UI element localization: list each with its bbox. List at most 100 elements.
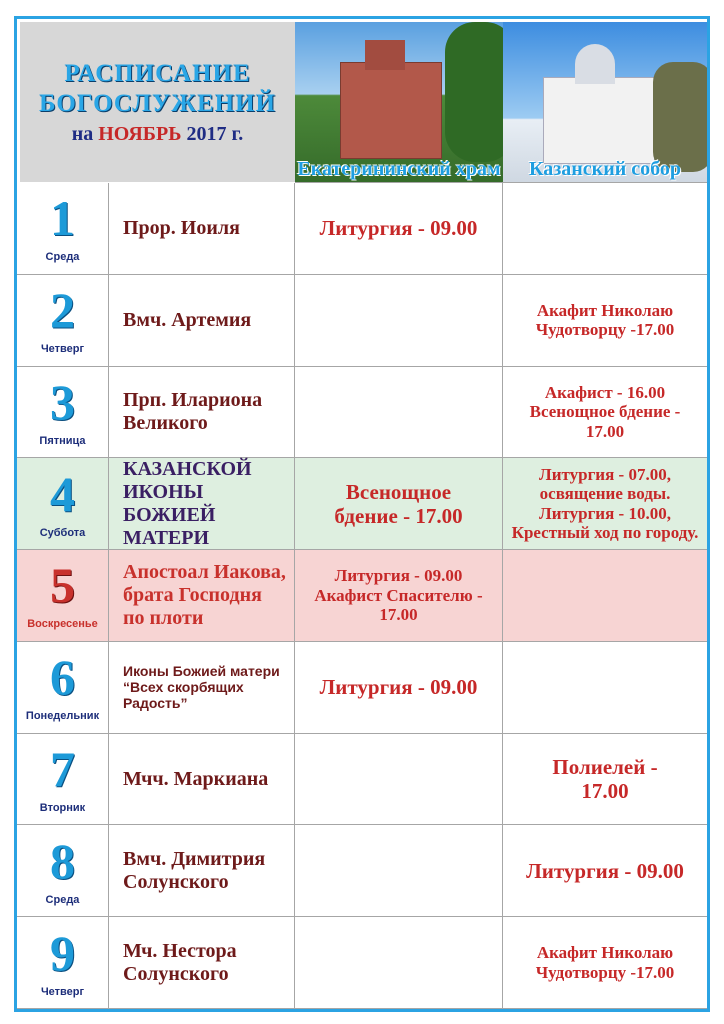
day-cell: 7 Вторник — [17, 733, 109, 826]
service-line: 17.00 — [379, 605, 418, 625]
service-line: Акафит Николаю — [536, 300, 674, 320]
subtitle: на НОЯБРЬ 2017 г. — [72, 123, 244, 146]
day-number: 3 — [50, 373, 75, 430]
service-line: Литургия - 09.00 — [319, 216, 478, 241]
service-cell: Всенощное бдение - 17.00 — [295, 458, 503, 551]
service-cell: Акафист - 16.00 Всенощное бдение -17.00 — [503, 367, 707, 459]
service-cell — [503, 183, 707, 275]
service-line: освящение воды. — [539, 484, 671, 504]
day-number: 6 — [50, 649, 75, 706]
saint-line: КАЗАНСКОЙ — [123, 457, 252, 480]
service-cell — [295, 917, 503, 1009]
saint-line: Солунского — [123, 870, 229, 893]
day-cell: 5 Воскресенье — [17, 550, 109, 642]
saint-cell: Вмч. Димитрия Солунского — [109, 825, 295, 918]
service-cell: Литургия - 09.00 — [503, 825, 707, 918]
church-building — [340, 62, 442, 159]
weekday: Среда — [45, 893, 80, 906]
service-cell: Литургия - 09.00 — [295, 641, 503, 734]
service-line: Литургия - 09.00 — [319, 675, 478, 700]
day-number: 1 — [50, 190, 75, 247]
church-tower — [365, 40, 405, 70]
service-cell — [503, 642, 707, 734]
weekday: Вторник — [39, 802, 86, 815]
day-number: 2 — [50, 282, 75, 339]
service-cell: Литургия - 09.00 Акафист Спасителю -17.00 — [295, 550, 503, 642]
saint-line: Вмч. Димитрия — [123, 847, 266, 870]
saint-cell: Мчч. Маркиана — [109, 733, 295, 826]
weekday: Воскресенье — [27, 618, 98, 631]
saint-line: Мч. Нестора — [123, 939, 237, 962]
day-cell: 1 Среда — [17, 183, 109, 275]
service-line: Крестный ход по городу. — [511, 523, 699, 543]
year: 2017 г. — [186, 122, 244, 145]
tree — [653, 62, 707, 172]
day-cell: 3 Пятница — [17, 366, 109, 459]
saint-line: Мчч. Маркиана — [123, 767, 269, 790]
saint-line: Вмч. Артемия — [123, 308, 252, 331]
service-line: Литургия - 09.00 — [334, 566, 463, 586]
weekday: Среда — [45, 251, 80, 264]
day-number: 5 — [50, 557, 75, 614]
subtitle-prefix: на — [71, 122, 94, 145]
weekday: Понедельник — [25, 710, 100, 723]
church-photo: Екатерининский храм — [295, 22, 503, 183]
service-cell — [295, 366, 503, 459]
day-cell: 2 Четверг — [17, 274, 109, 367]
saint-cell: Вмч. Артемия — [109, 274, 295, 367]
saint-line: Прор. Иоиля — [123, 216, 240, 239]
service-cell: Литургия - 09.00 — [295, 183, 503, 275]
service-line: Акафист Спасителю - — [314, 585, 483, 605]
saint-line: Прп. Илариона — [123, 388, 263, 411]
day-cell: 9 Четверг — [17, 917, 109, 1009]
saint-line: ИКОНЫ БОЖИЕЙ — [123, 480, 216, 526]
column-header: Екатерининский храм — [297, 158, 501, 180]
cathedral-building — [543, 77, 655, 164]
saint-line: МАТЕРИ — [123, 526, 210, 549]
service-line: Литургия - 09.00 — [526, 858, 684, 883]
saint-line: Солунского — [123, 962, 229, 985]
service-line: Полиелей - — [552, 754, 658, 779]
service-line: бдение - 17.00 — [334, 503, 463, 528]
day-number: 4 — [50, 465, 75, 522]
day-cell: 4 Суббота — [17, 458, 109, 551]
tree — [445, 22, 503, 162]
day-cell: 6 Понедельник — [17, 641, 109, 734]
schedule-table: РАСПИСАНИЕ БОГОСЛУЖЕНИЙ на НОЯБРЬ 2017 г… — [14, 16, 710, 1012]
day-cell: 8 Среда — [17, 825, 109, 918]
service-cell — [295, 274, 503, 367]
service-line: Всенощное — [345, 479, 452, 504]
saint-line: Великого — [123, 411, 208, 434]
cathedral-photo: Казанский собор — [503, 22, 707, 183]
saint-line: Апостоал Иакова, — [123, 560, 286, 583]
saint-cell: Мч. Нестора Солунского — [109, 917, 295, 1009]
saint-line: по плоти — [123, 606, 204, 629]
service-line: Акафит Николаю — [536, 943, 674, 963]
title: БОГОСЛУЖЕНИЙ — [39, 89, 276, 117]
service-line: Литургия - 07.00, — [539, 464, 671, 484]
saint-line: “Всех скорбящих — [123, 679, 244, 696]
title: РАСПИСАНИЕ — [64, 59, 251, 87]
service-line: Литургия - 10.00, — [539, 503, 671, 523]
saint-cell: Апостоал Иакова, брата Господня по плоти — [109, 550, 295, 642]
cathedral-dome — [575, 44, 615, 84]
service-line: 17.00 — [581, 779, 629, 804]
day-number: 9 — [50, 924, 75, 981]
service-cell: Полиелей -17.00 — [503, 734, 707, 826]
service-line: Чудотворцу -17.00 — [535, 320, 675, 340]
service-cell: Литургия - 07.00, освящение воды. Литургия… — [503, 458, 707, 551]
weekday: Четверг — [40, 985, 85, 998]
service-line: 17.00 — [585, 421, 625, 441]
saint-cell: Иконы Божией матери “Всех скорбящих Радост… — [109, 641, 295, 734]
service-cell — [295, 825, 503, 918]
service-cell: Акафит Николаю Чудотворцу -17.00 — [503, 275, 707, 367]
saint-cell: Прп. Илариона Великого — [109, 366, 295, 459]
service-cell — [503, 550, 707, 642]
day-number: 7 — [50, 741, 75, 798]
month: НОЯБРЬ — [98, 122, 182, 145]
weekday: Четверг — [40, 343, 85, 356]
saint-cell: КАЗАНСКОЙ ИКОНЫ БОЖИЕЙ МАТЕРИ — [109, 457, 295, 551]
saint-line: Иконы Божией матери — [123, 663, 280, 680]
saint-line: Радость” — [123, 695, 188, 712]
